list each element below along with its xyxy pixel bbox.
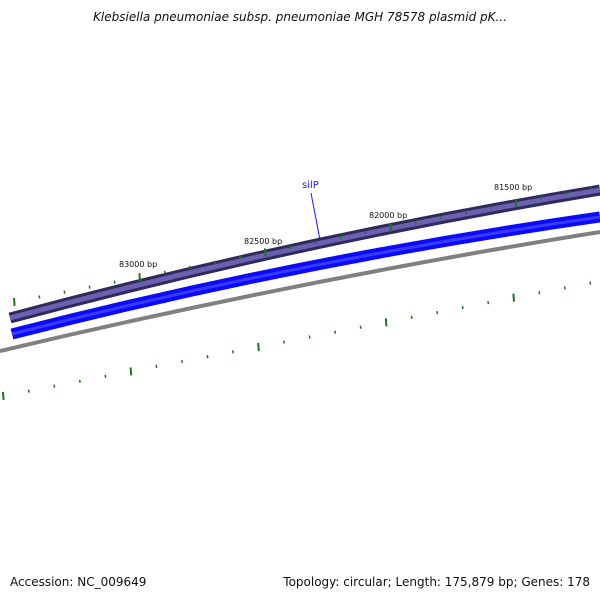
outer-tick-minor	[188, 265, 191, 269]
scale-label-81500: 81500 bp	[494, 183, 532, 192]
outer-tick-minor	[464, 211, 467, 215]
inner-tick-minor	[359, 325, 362, 329]
outer-tick-minor	[565, 191, 568, 195]
outer-tick-minor	[113, 280, 116, 284]
inner-tick-major	[384, 318, 388, 327]
inner-tick-minor	[308, 335, 311, 339]
cds-track-highlight	[11, 215, 600, 336]
inner-tick-minor	[282, 340, 286, 344]
outer-tick-major	[138, 273, 141, 282]
outer-tick-major	[263, 248, 267, 257]
outer-tick-minor	[239, 255, 242, 260]
inner-tick-minor	[410, 315, 413, 320]
inner-tick-minor	[78, 379, 81, 383]
inner-tick-minor	[436, 310, 439, 315]
outer-tick-minor	[364, 230, 367, 235]
feature-track[interactable]	[8, 184, 600, 324]
outer-tick-minor	[339, 235, 342, 240]
inner-tick-minor	[53, 384, 56, 388]
inner-tick-marks	[2, 281, 592, 401]
outer-tick-minor	[414, 221, 417, 225]
gene-label-silP[interactable]: silP	[302, 180, 319, 191]
outer-tick-minor	[439, 216, 442, 220]
accession-text: Accession: NC_009649	[10, 575, 147, 589]
scale-label-82000: 82000 bp	[369, 211, 407, 220]
inner-tick-minor	[461, 305, 464, 310]
inner-tick-minor	[334, 330, 337, 334]
inner-tick-minor	[155, 364, 158, 369]
scale-label-82500: 82500 bp	[244, 237, 282, 246]
outer-tick-minor	[63, 290, 66, 294]
outer-tick-marks	[13, 186, 593, 307]
cds-track[interactable]	[10, 211, 600, 340]
outer-tick-minor	[540, 196, 543, 200]
inner-tick-major	[2, 391, 5, 401]
outer-tick-major	[13, 297, 16, 307]
inner-tick-minor	[563, 286, 566, 290]
outer-tick-minor	[314, 240, 317, 245]
inner-tick-minor	[104, 374, 107, 378]
inner-tick-major	[512, 293, 515, 302]
gene-pointer-silP	[310, 192, 321, 241]
outer-tick-major	[514, 198, 518, 207]
inner-tick-minor	[538, 291, 541, 295]
map-title: Klebsiella pneumoniae subsp. pneumoniae …	[93, 10, 507, 24]
inner-tick-minor	[589, 281, 592, 285]
inner-tick-minor	[231, 350, 235, 354]
outer-tick-minor	[289, 245, 292, 250]
inner-tick-major	[257, 342, 260, 351]
outer-tick-minor	[163, 270, 166, 274]
outer-tick-minor	[38, 295, 41, 299]
outer-tick-major	[389, 223, 392, 232]
scale-label-83000: 83000 bp	[119, 260, 157, 269]
inner-tick-minor	[180, 359, 184, 364]
inner-tick-minor	[487, 301, 490, 305]
summary-text: Topology: circular; Length: 175,879 bp; …	[283, 575, 590, 589]
inner-tick-minor	[206, 355, 209, 359]
outer-tick-minor	[213, 260, 217, 264]
outer-tick-minor	[590, 186, 593, 190]
outer-tick-minor	[88, 285, 91, 289]
inner-tick-major	[129, 367, 133, 376]
inner-tick-minor	[27, 389, 30, 393]
backbone-circle	[0, 230, 600, 353]
outer-tick-minor	[489, 206, 493, 210]
